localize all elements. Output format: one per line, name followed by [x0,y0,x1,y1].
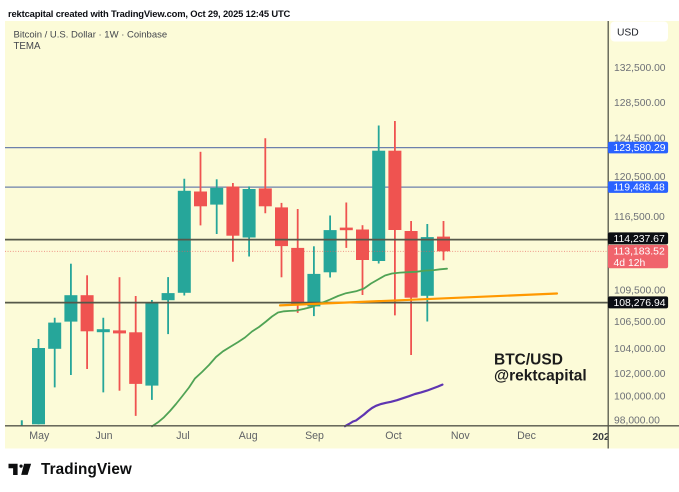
svg-text:132,500.00: 132,500.00 [614,63,666,74]
svg-text:128,500.00: 128,500.00 [614,98,666,109]
svg-text:BTC/USD: BTC/USD [494,352,563,369]
svg-text:120,500.00: 120,500.00 [614,172,666,183]
svg-text:109,500.00: 109,500.00 [614,286,666,297]
svg-text:USD: USD [617,27,639,38]
svg-text:100,000.00: 100,000.00 [614,392,666,403]
svg-text:Bitcoin / U.S. Dollar · 1W · C: Bitcoin / U.S. Dollar · 1W · Coinbase [14,30,168,41]
svg-text:124,500.00: 124,500.00 [614,134,666,145]
svg-text:116,500.00: 116,500.00 [614,212,665,223]
svg-text:119,488.48: 119,488.48 [614,183,665,194]
svg-text:102,000.00: 102,000.00 [614,369,666,380]
svg-text:108,276.94: 108,276.94 [614,298,666,309]
svg-text:114,237.67: 114,237.67 [614,234,665,245]
svg-text:Sep: Sep [305,430,324,442]
svg-text:Oct: Oct [385,430,402,442]
svg-text:TEMA: TEMA [14,41,41,52]
svg-text:Aug: Aug [239,430,258,442]
svg-text:123,580.29: 123,580.29 [614,143,666,154]
svg-text:Jun: Jun [95,430,112,442]
svg-text:98,000.00: 98,000.00 [614,416,660,427]
svg-text:@rektcapital: @rektcapital [494,368,587,385]
svg-text:2026: 2026 [592,431,616,443]
svg-text:104,000.00: 104,000.00 [614,344,666,355]
svg-text:Nov: Nov [451,430,471,442]
svg-text:Dec: Dec [517,430,537,442]
svg-text:Jul: Jul [176,430,190,442]
svg-text:May: May [29,430,50,442]
svg-text:106,500.00: 106,500.00 [614,317,666,328]
svg-text:113,183.52: 113,183.52 [614,246,665,257]
svg-text:4d 12h: 4d 12h [614,258,646,269]
